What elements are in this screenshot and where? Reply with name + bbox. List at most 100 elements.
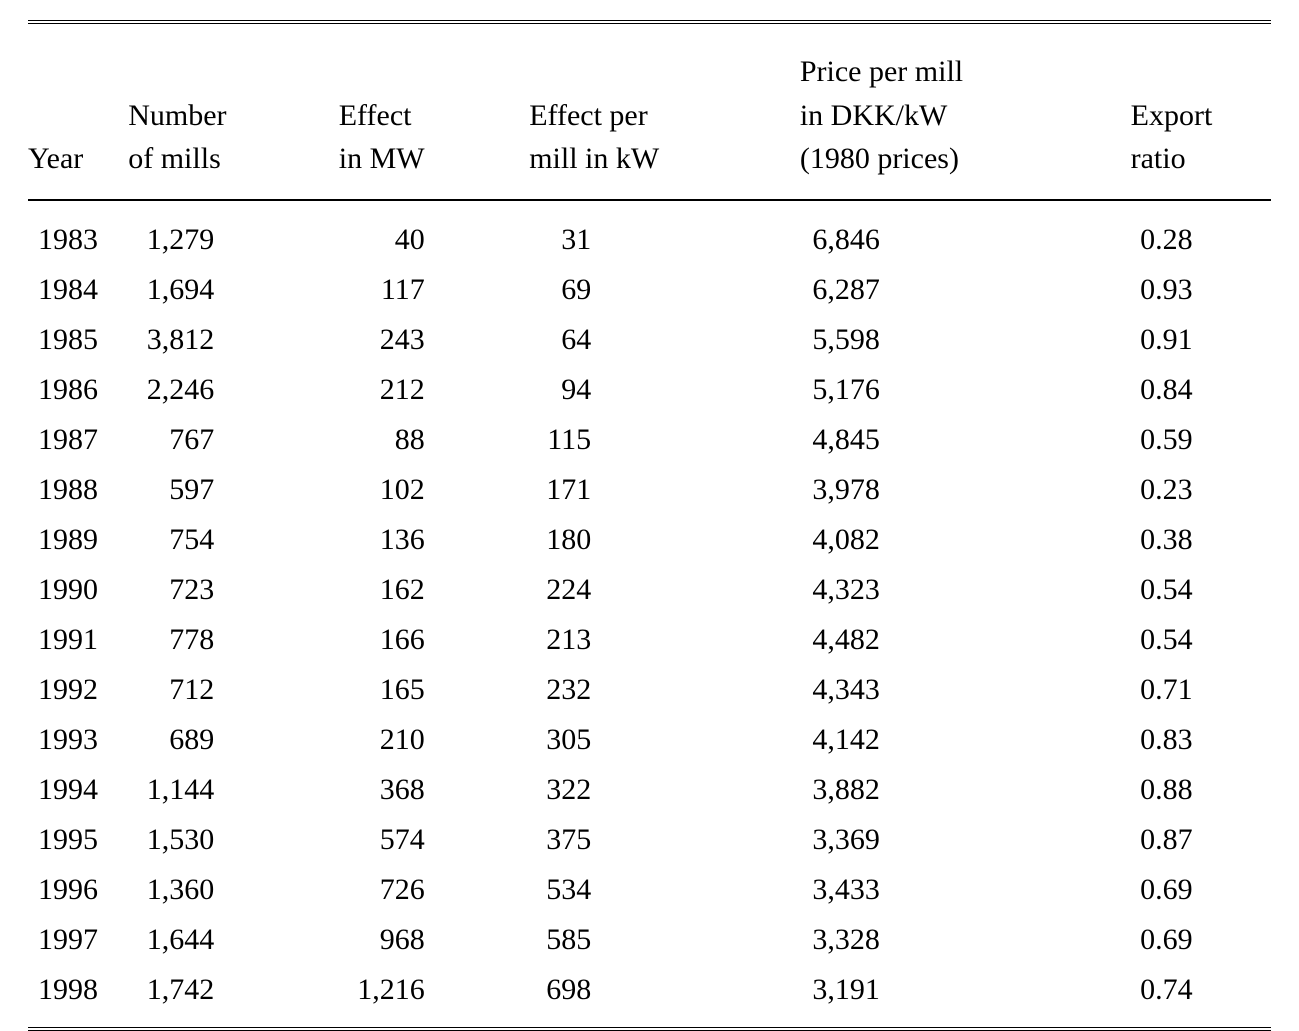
cell-price_per_mill: 4,845 [800,415,1131,465]
value-price_per_mill: 3,328 [800,925,880,955]
cell-effect_per_mill_kw: 69 [529,265,800,315]
cell-export_ratio: 0.71 [1131,665,1271,715]
cell-price_per_mill: 6,287 [800,265,1131,315]
value-number_of_mills: 1,144 [128,775,214,805]
value-effect_mw: 726 [339,875,425,905]
cell-effect_per_mill_kw: 94 [529,365,800,415]
value-effect_per_mill_kw: 115 [529,425,591,455]
table-row: 19853,812243645,5980.91 [28,315,1271,365]
value-effect_mw: 368 [339,775,425,805]
col-header-mw-label: Effect in MW [339,99,425,176]
cell-export_ratio: 0.38 [1131,515,1271,565]
header-row: Year Number of mills Effect in MW Effect… [28,22,1271,200]
cell-export_ratio: 0.69 [1131,915,1271,965]
table-row: 1987 76788115 4,8450.59 [28,415,1271,465]
cell-price_per_mill: 3,433 [800,865,1131,915]
cell-effect_mw: 968 [339,915,529,965]
cell-effect_per_mill_kw: 534 [529,865,800,915]
cell-number_of_mills: 723 [128,565,339,615]
value-export_ratio: 0.71 [1131,675,1193,705]
value-effect_mw: 162 [339,575,425,605]
cell-number_of_mills: 767 [128,415,339,465]
value-price_per_mill: 4,482 [800,625,880,655]
value-effect_mw: 968 [339,925,425,955]
cell-effect_mw: 102 [339,465,529,515]
value-effect_mw: 117 [339,275,425,305]
value-effect_per_mill_kw: 585 [529,925,591,955]
value-year: 1983 [28,225,98,255]
cell-number_of_mills: 712 [128,665,339,715]
value-export_ratio: 0.59 [1131,425,1193,455]
value-number_of_mills: 597 [128,475,214,505]
cell-export_ratio: 0.93 [1131,265,1271,315]
value-year: 1985 [28,325,98,355]
cell-effect_mw: 574 [339,815,529,865]
col-header-year: Year [28,22,128,200]
col-header-year-label: Year [28,142,83,175]
value-price_per_mill: 4,323 [800,575,880,605]
cell-effect_per_mill_kw: 698 [529,965,800,1029]
cell-effect_per_mill_kw: 375 [529,815,800,865]
cell-number_of_mills: 1,644 [128,915,339,965]
cell-effect_per_mill_kw: 213 [529,615,800,665]
value-number_of_mills: 1,694 [128,275,214,305]
value-effect_mw: 40 [339,225,425,255]
table-row: 1984 1,694 117 696,287 0.93 [28,265,1271,315]
cell-export_ratio: 0.74 [1131,965,1271,1029]
value-effect_per_mill_kw: 322 [529,775,591,805]
cell-price_per_mill: 6,846 [800,200,1131,265]
value-price_per_mill: 6,287 [800,275,880,305]
value-effect_mw: 102 [339,475,425,505]
cell-export_ratio: 0.84 [1131,365,1271,415]
table-row: 1983 1,279 40 31 6,8460.28 [28,200,1271,265]
value-year: 1997 [28,925,98,955]
value-effect_per_mill_kw: 31 [529,225,591,255]
value-export_ratio: 0.87 [1131,825,1193,855]
cell-effect_mw: 88 [339,415,529,465]
table-row: 19961,3607265343,4330.69 [28,865,1271,915]
value-export_ratio: 0.91 [1131,325,1193,355]
cell-number_of_mills: 1,742 [128,965,339,1029]
value-effect_per_mill_kw: 94 [529,375,591,405]
value-effect_per_mill_kw: 375 [529,825,591,855]
col-header-mills-label: Number of mills [128,99,226,176]
value-price_per_mill: 5,598 [800,325,880,355]
cell-price_per_mill: 3,978 [800,465,1131,515]
value-number_of_mills: 1,279 [128,225,214,255]
value-number_of_mills: 712 [128,675,214,705]
cell-effect_per_mill_kw: 224 [529,565,800,615]
value-effect_per_mill_kw: 305 [529,725,591,755]
cell-number_of_mills: 778 [128,615,339,665]
cell-price_per_mill: 4,323 [800,565,1131,615]
value-year: 1984 [28,275,98,305]
cell-effect_mw: 212 [339,365,529,415]
cell-export_ratio: 0.59 [1131,415,1271,465]
value-export_ratio: 0.93 [1131,275,1193,305]
value-year: 1996 [28,875,98,905]
cell-effect_per_mill_kw: 115 [529,415,800,465]
cell-export_ratio: 0.23 [1131,465,1271,515]
value-effect_mw: 212 [339,375,425,405]
col-header-price: Price per mill in DKK/kW (1980 prices) [800,22,1131,200]
value-effect_mw: 574 [339,825,425,855]
cell-number_of_mills: 1,530 [128,815,339,865]
value-price_per_mill: 5,176 [800,375,880,405]
cell-export_ratio: 0.28 [1131,200,1271,265]
cell-effect_per_mill_kw: 171 [529,465,800,515]
cell-price_per_mill: 4,082 [800,515,1131,565]
cell-year: 1988 [28,465,128,515]
cell-year: 1998 [28,965,128,1029]
value-year: 1987 [28,425,98,455]
cell-effect_mw: 165 [339,665,529,715]
value-export_ratio: 0.38 [1131,525,1193,555]
cell-year: 1985 [28,315,128,365]
value-price_per_mill: 3,369 [800,825,880,855]
value-effect_per_mill_kw: 534 [529,875,591,905]
value-price_per_mill: 3,978 [800,475,880,505]
value-year: 1995 [28,825,98,855]
value-export_ratio: 0.74 [1131,975,1193,1005]
cell-effect_per_mill_kw: 232 [529,665,800,715]
cell-effect_per_mill_kw: 180 [529,515,800,565]
cell-number_of_mills: 597 [128,465,339,515]
value-price_per_mill: 4,082 [800,525,880,555]
